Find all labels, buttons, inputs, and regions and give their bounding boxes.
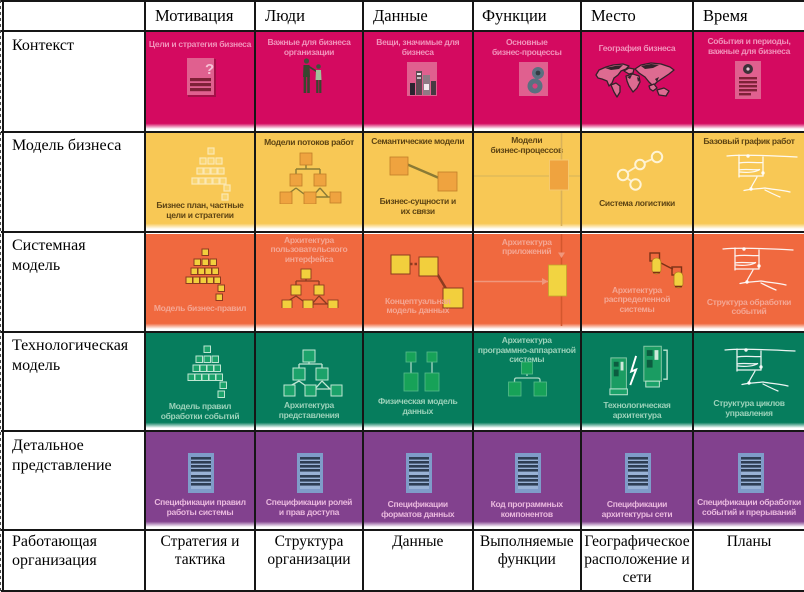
svg-text:?: ? xyxy=(205,61,214,78)
